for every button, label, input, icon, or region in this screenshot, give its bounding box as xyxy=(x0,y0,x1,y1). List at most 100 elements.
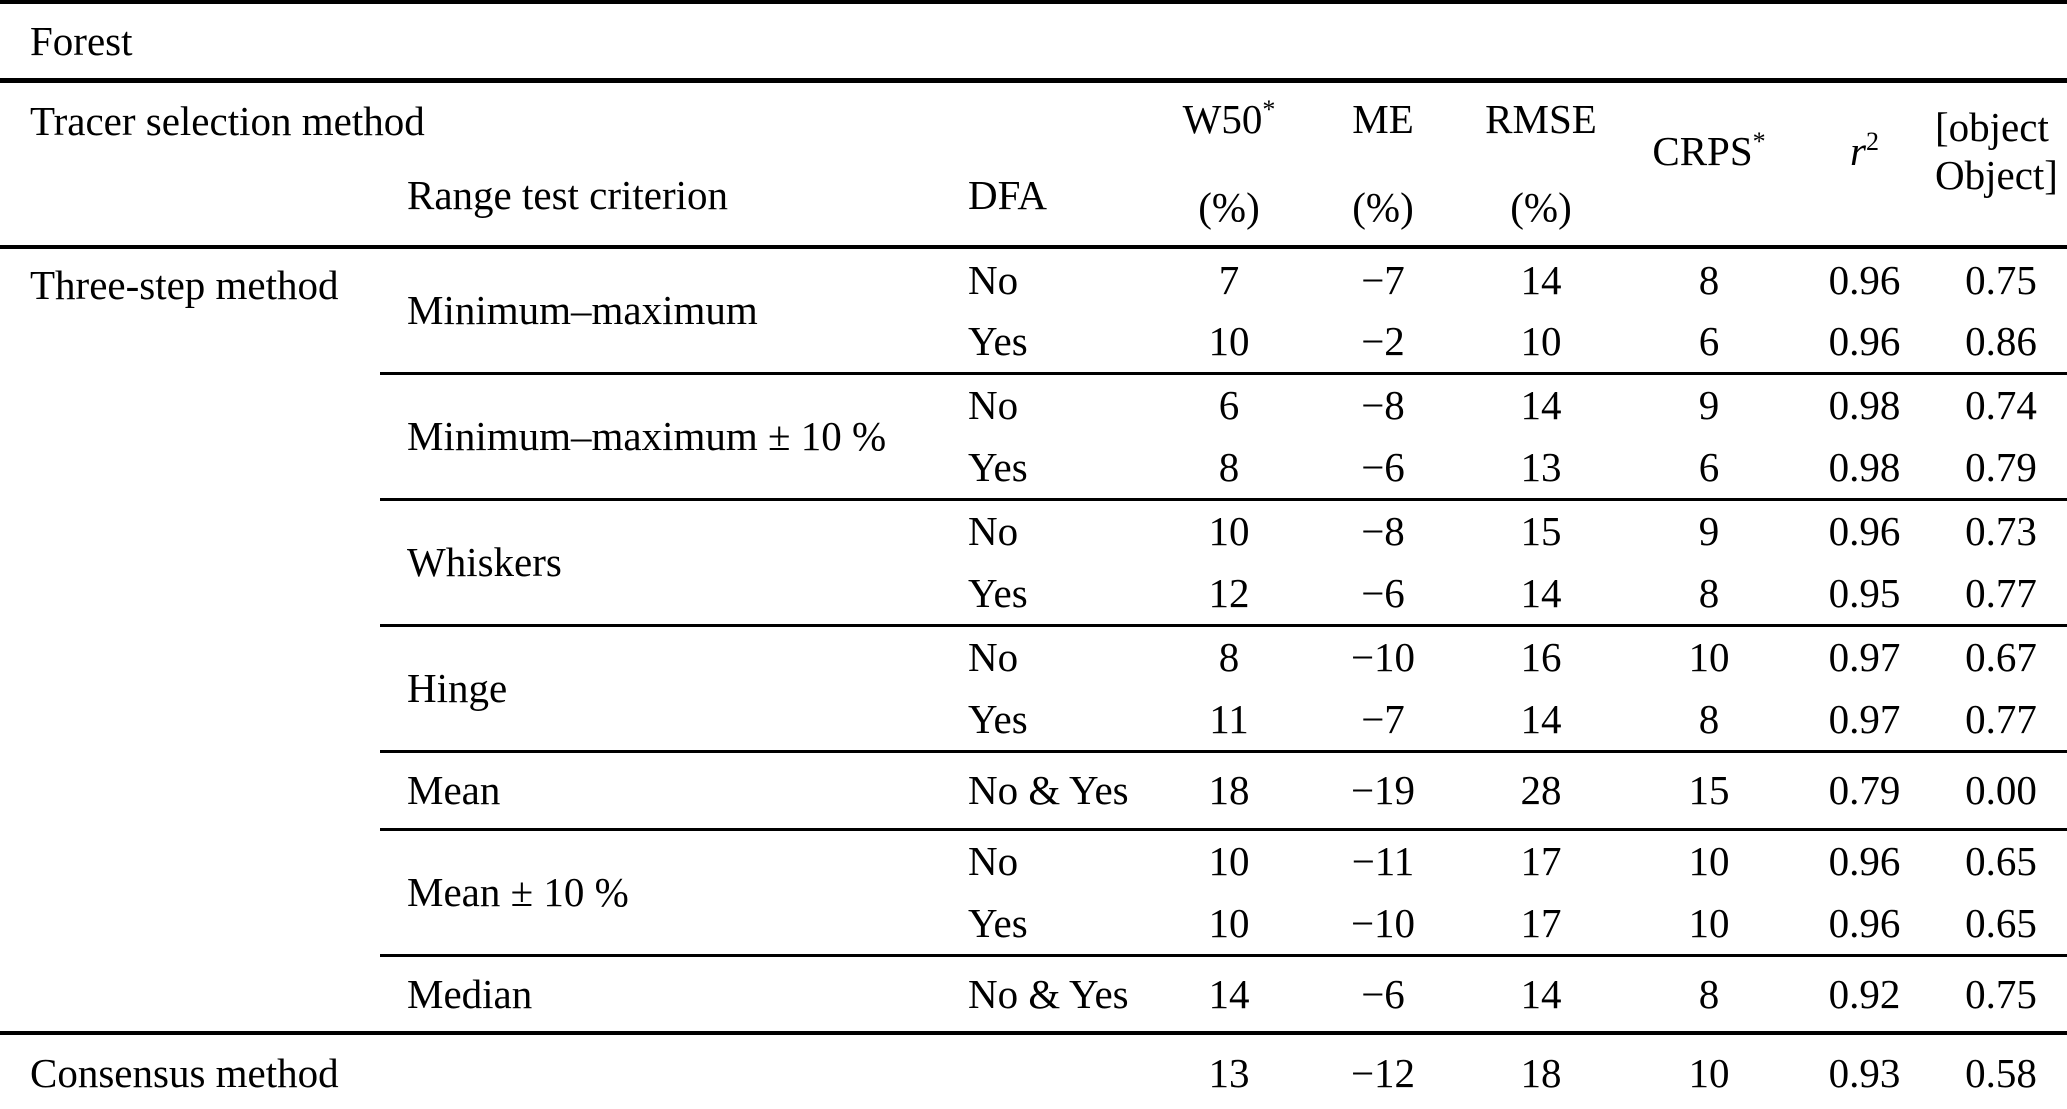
crps-cell: 10 xyxy=(1624,623,1794,688)
w50-cell: 8 xyxy=(1150,623,1308,688)
rmse-cell: 15 xyxy=(1458,497,1624,562)
rmse-header-label: RMSE xyxy=(1485,96,1597,142)
col-header-dfa: DFA xyxy=(950,80,1150,249)
rmse-cell: 14 xyxy=(1458,371,1624,436)
table-row: Yes 11 −7 14 8 0.97 0.77 xyxy=(0,688,2067,751)
table-row: Mean No & Yes 18 −19 28 15 0.79 0.00 xyxy=(0,749,2067,829)
dfa-cell: No xyxy=(950,371,1150,436)
table-row: Mean ± 10 % No 10 −11 17 10 0.96 0.65 xyxy=(0,827,2067,955)
me-cell: −7 xyxy=(1361,695,1405,742)
r2-cell: 0.96 xyxy=(1794,497,1935,562)
w50-header-unit: (%) xyxy=(1198,184,1260,230)
rmse-cell: 14 xyxy=(1520,256,1562,303)
w50-cell: 14 xyxy=(1150,953,1308,1033)
me-header-label: ME xyxy=(1352,96,1414,142)
crps-cell: 8 xyxy=(1624,953,1794,1033)
me-cell: −6 xyxy=(1361,569,1405,616)
col-header-crps: CRPS* xyxy=(1624,80,1794,249)
me-cell: −6 xyxy=(1308,953,1458,1033)
col-header-me: ME (%) xyxy=(1308,80,1458,249)
dfa-header-label: DFA xyxy=(968,172,1047,218)
col-header-criterion: Range test criterion xyxy=(380,80,950,249)
table-row: Yes 8 −6 13 6 0.98 0.79 xyxy=(0,436,2067,499)
nse-cell: 0.86 xyxy=(1965,317,2037,364)
col-header-rmse: RMSE (%) xyxy=(1458,80,1624,249)
me-header-unit: (%) xyxy=(1352,184,1414,230)
nse-cell: 0.75 xyxy=(1935,953,2067,1033)
crps-cell: 10 xyxy=(1624,827,1794,892)
criterion-cell: Minimum–maximum xyxy=(407,287,758,334)
rmse-cell: 14 xyxy=(1458,953,1624,1033)
w50-cell: 13 xyxy=(1150,1031,1308,1109)
me-cell: −7 xyxy=(1361,256,1405,303)
nse-cell: 0.65 xyxy=(1965,899,2037,946)
w50-header-label: W50* xyxy=(1182,95,1276,142)
col-header-method: Tracer selection method xyxy=(0,80,425,249)
crps-header-label: CRPS* xyxy=(1652,127,1766,174)
dfa-cell: No & Yes xyxy=(950,749,1150,829)
crps-cell: 9 xyxy=(1624,371,1794,436)
rmse-cell: 17 xyxy=(1458,827,1624,892)
dfa-cell: Yes xyxy=(968,569,1028,616)
me-cell: −19 xyxy=(1308,749,1458,829)
criterion-cell: Median xyxy=(380,953,950,1033)
dfa-cell: Yes xyxy=(968,317,1028,364)
r2-cell: 0.98 xyxy=(1794,371,1935,436)
crps-cell: 9 xyxy=(1624,497,1794,562)
nse-header-label: [object Object] xyxy=(1935,104,2058,198)
dfa-cell: Yes xyxy=(968,695,1028,742)
nse-cell: 0.74 xyxy=(1935,371,2067,436)
method-group-cell: Three-step method xyxy=(30,262,339,308)
w50-cell: 12 xyxy=(1208,569,1250,616)
nse-cell: 0.65 xyxy=(1935,827,2067,892)
rmse-cell: 18 xyxy=(1458,1031,1624,1109)
crps-cell: 8 xyxy=(1698,569,1720,616)
rmse-cell: 10 xyxy=(1520,317,1562,364)
rmse-cell: 16 xyxy=(1458,623,1624,688)
method-header-label: Tracer selection method xyxy=(30,98,425,144)
nse-cell: 0.67 xyxy=(1935,623,2067,688)
table-row: Yes 10 −10 17 10 0.96 0.65 xyxy=(0,892,2067,955)
dfa-cell: No xyxy=(968,256,1019,303)
rmse-cell: 13 xyxy=(1520,443,1562,490)
rmse-cell: 14 xyxy=(1520,695,1562,742)
rmse-header-unit: (%) xyxy=(1510,184,1572,230)
me-cell: −11 xyxy=(1308,827,1458,892)
dfa-cell: No xyxy=(950,827,1150,892)
r2-cell: 0.96 xyxy=(1828,256,1901,303)
nse-cell: 0.77 xyxy=(1965,695,2037,742)
crps-cell: 8 xyxy=(1698,695,1720,742)
col-header-nse: [object Object] xyxy=(1935,80,2067,249)
crps-cell: 6 xyxy=(1698,443,1720,490)
w50-cell: 10 xyxy=(1150,827,1308,892)
nse-cell: 0.79 xyxy=(1965,443,2037,490)
w50-cell: 8 xyxy=(1218,443,1240,490)
criterion-cell: Mean xyxy=(380,749,950,829)
table-row: Minimum–maximum ± 10 % No 6 −8 14 9 0.98… xyxy=(0,371,2067,499)
table-row: Consensus method 13 −12 18 10 0.93 0.58 xyxy=(0,1031,2067,1109)
w50-cell: 11 xyxy=(1209,695,1249,742)
me-cell: −8 xyxy=(1308,497,1458,562)
crps-cell: 15 xyxy=(1624,749,1794,829)
w50-cell: 10 xyxy=(1208,899,1250,946)
r2-cell: 0.96 xyxy=(1794,827,1935,892)
criterion-cell: Minimum–maximum ± 10 % xyxy=(380,371,950,499)
dfa-cell: No xyxy=(950,623,1150,688)
r2-cell: 0.93 xyxy=(1794,1031,1935,1109)
nse-cell: 0.58 xyxy=(1935,1031,2067,1109)
criterion-cell: Mean ± 10 % xyxy=(380,827,950,955)
me-cell: −10 xyxy=(1308,623,1458,688)
w50-cell: 10 xyxy=(1208,317,1250,364)
table-row: Whiskers No 10 −8 15 9 0.96 0.73 xyxy=(0,497,2067,625)
criterion-header-label: Range test criterion xyxy=(407,172,729,218)
crps-cell: 6 xyxy=(1698,317,1720,364)
dfa-cell: Yes xyxy=(968,899,1028,946)
r2-cell: 0.95 xyxy=(1828,569,1901,616)
col-header-r2: r2 xyxy=(1794,80,1935,249)
criterion-cell: Hinge xyxy=(380,623,950,751)
criterion-cell: Whiskers xyxy=(380,497,950,625)
dfa-cell: Yes xyxy=(968,443,1028,490)
table-row: Median No & Yes 14 −6 14 8 0.92 0.75 xyxy=(0,953,2067,1033)
